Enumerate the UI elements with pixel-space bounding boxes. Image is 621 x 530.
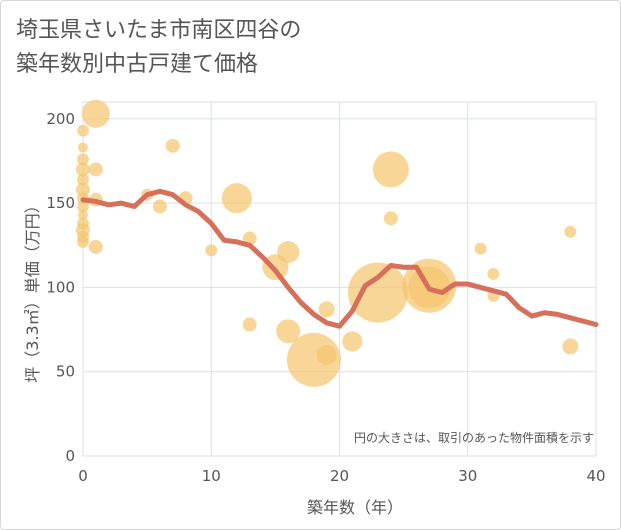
x-tick-label: 40	[586, 467, 605, 485]
data-bubble	[372, 151, 409, 188]
data-bubble	[88, 162, 103, 177]
data-bubble	[474, 242, 487, 255]
data-bubble	[78, 209, 88, 220]
data-bubble	[277, 241, 300, 264]
data-bubble	[77, 235, 89, 248]
data-bubble	[76, 182, 90, 197]
data-bubble	[152, 199, 167, 214]
data-bubble	[165, 138, 180, 153]
y-tick-label: 200	[46, 110, 75, 128]
data-bubble	[205, 244, 218, 257]
x-tick-label: 10	[202, 467, 221, 485]
data-bubble	[562, 338, 579, 355]
data-bubble	[318, 301, 335, 318]
y-tick-label: 0	[65, 447, 75, 465]
x-tick-label: 20	[330, 467, 349, 485]
data-bubble	[383, 211, 398, 226]
data-bubble	[78, 142, 88, 153]
data-bubble	[487, 267, 500, 280]
y-axis-label: 坪（3.3㎡）単価（万円）	[23, 197, 42, 382]
data-bubble	[77, 153, 89, 166]
axis-ticks: 0 50 100 150 200 0 10 20 30 40	[46, 110, 605, 485]
data-bubble	[242, 317, 257, 332]
y-tick-label: 100	[46, 278, 75, 296]
data-bubble	[276, 319, 301, 344]
data-bubble	[88, 239, 103, 254]
trend-line	[80, 188, 599, 329]
data-bubble	[81, 99, 110, 128]
x-axis-label: 築年数（年）	[307, 498, 403, 517]
x-tick-label: 0	[78, 467, 88, 485]
data-bubble	[76, 162, 90, 177]
chart-title: 埼玉県さいたま市南区四谷の 築年数別中古戸建て価格	[16, 14, 301, 82]
data-bubble	[77, 124, 89, 137]
data-bubble	[564, 225, 577, 238]
chart-title-line2: 築年数別中古戸建て価格	[16, 52, 259, 77]
data-bubble	[221, 183, 252, 214]
bubble-size-note: 円の大きさは、取引のあった物件面積を示す	[354, 430, 594, 445]
y-tick-label: 150	[46, 194, 75, 212]
bubble-series	[76, 99, 579, 387]
data-bubble	[77, 173, 89, 186]
data-bubble	[77, 200, 89, 213]
chart-title-line1: 埼玉県さいたま市南区四谷の	[16, 18, 302, 43]
data-bubble	[342, 331, 363, 352]
trend-series	[80, 188, 599, 329]
data-bubble	[347, 262, 408, 323]
x-tick-label: 30	[458, 467, 477, 485]
chart-grid	[82, 101, 597, 457]
y-tick-label: 50	[56, 363, 75, 381]
data-bubble	[316, 344, 337, 365]
